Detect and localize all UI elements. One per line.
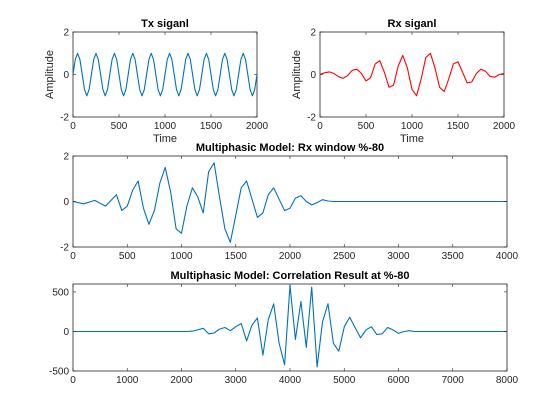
x-tick-label: 500 (111, 121, 128, 132)
x-tick-label: 1500 (447, 121, 470, 132)
axes-window: 0 500 1000 1500 2000 2500 3000 3500 4000-202Mult… (60, 142, 518, 262)
y-tick-label: -2 (60, 243, 69, 254)
x-tick-label: 1500 (225, 251, 248, 262)
x-tick-label: 0 (317, 121, 323, 132)
x-tick-label: 4000 (496, 251, 519, 262)
y-tick-label: 0 (310, 70, 316, 81)
y-axis-label: Amplitude (291, 50, 303, 99)
y-tick-label: -2 (60, 113, 69, 124)
x-tick-label: 4000 (279, 375, 302, 386)
x-tick-label: 8000 (496, 375, 519, 386)
y-axis-label: Amplitude (44, 50, 56, 99)
y-tick-label: 0 (63, 327, 69, 338)
y-tick-label: -2 (307, 113, 316, 124)
series-line-window (72, 162, 507, 243)
y-tick-label: 500 (52, 287, 69, 298)
x-axis-label: Time (153, 133, 177, 145)
x-tick-label: 0 (70, 375, 76, 386)
y-tick-label: -500 (49, 367, 69, 378)
x-tick-label: 2500 (333, 251, 356, 262)
x-tick-label: 2000 (493, 121, 516, 132)
x-tick-label: 1500 (200, 121, 223, 132)
x-tick-label: 1000 (401, 121, 424, 132)
y-tick-label: 2 (310, 28, 316, 39)
y-tick-label: 2 (63, 28, 69, 39)
x-tick-label: 1000 (170, 251, 193, 262)
chart-title: Multiphasic Model: Correlation Result at… (171, 270, 410, 282)
chart-title: Tx siganl (141, 18, 189, 30)
y-tick-label: 0 (63, 70, 69, 81)
x-axis-label: Time (400, 133, 424, 145)
x-tick-label: 3000 (225, 375, 248, 386)
x-tick-label: 500 (358, 121, 375, 132)
chart-title: Rx siganl (388, 18, 437, 30)
chart-title: Multiphasic Model: Rx window %-80 (196, 142, 384, 154)
x-tick-label: 0 (70, 121, 76, 132)
axes-corr: 0 1000 2000 3000 4000 5000 6000 7000 8000-500050… (49, 270, 519, 386)
x-tick-label: 7000 (442, 375, 465, 386)
x-tick-label: 3000 (387, 251, 410, 262)
plot-area-corr (72, 283, 508, 372)
x-tick-label: 2000 (246, 121, 269, 132)
x-tick-label: 0 (70, 251, 76, 262)
x-tick-label: 3500 (442, 251, 465, 262)
x-tick-label: 1000 (154, 121, 177, 132)
x-tick-label: 2000 (279, 251, 302, 262)
x-tick-label: 500 (119, 251, 136, 262)
x-tick-label: 5000 (333, 375, 356, 386)
x-tick-label: 1000 (116, 375, 139, 386)
y-tick-label: 2 (63, 152, 69, 163)
y-tick-label: 0 (63, 197, 69, 208)
x-tick-label: 2000 (170, 375, 193, 386)
x-tick-label: 6000 (387, 375, 410, 386)
series-line-tx (72, 52, 258, 97)
series-line-rx (319, 52, 505, 97)
series-line-corr (73, 285, 507, 368)
